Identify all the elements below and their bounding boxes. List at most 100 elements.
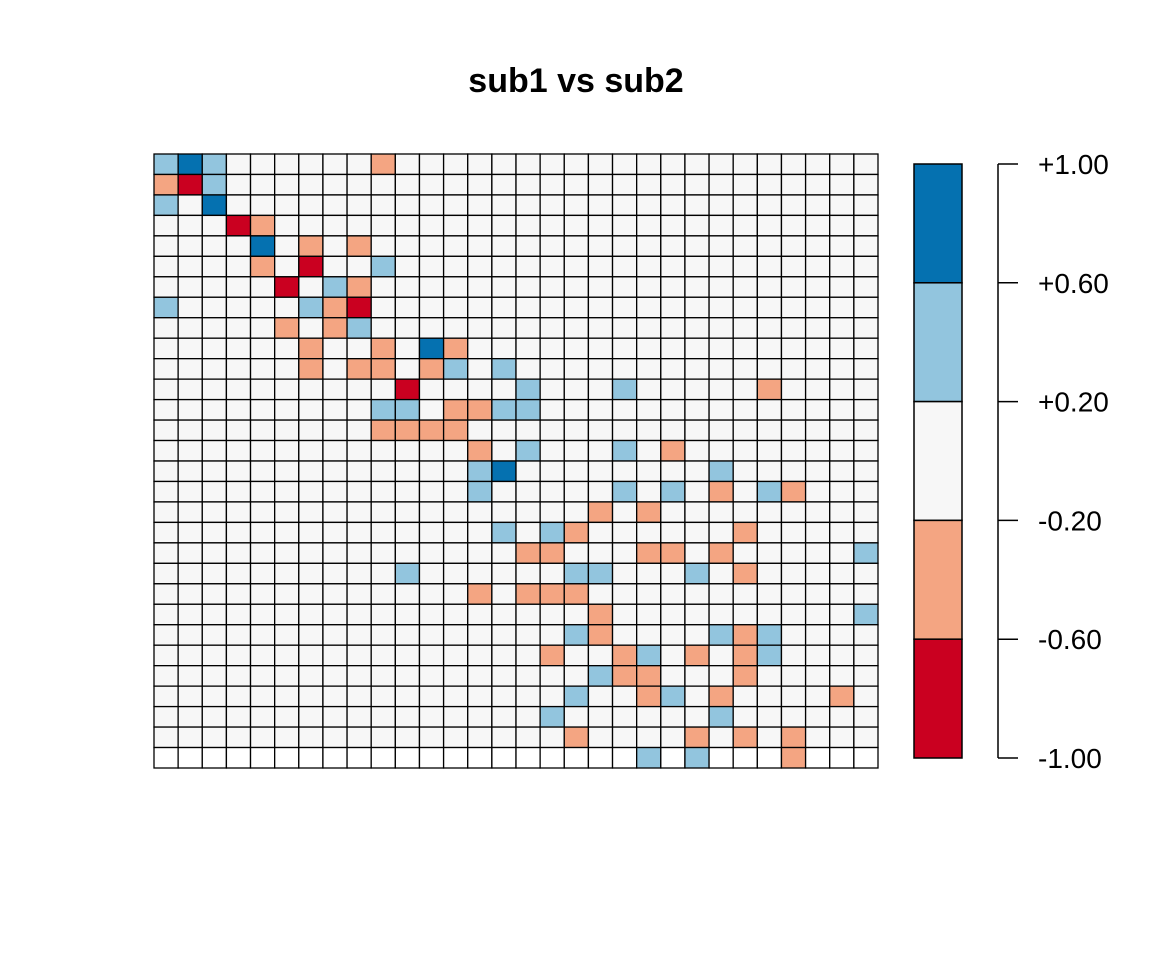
heatmap-cell [177, 378, 203, 401]
heatmap-cell [515, 398, 541, 421]
heatmap-cell [853, 603, 879, 626]
heatmap-cell [346, 603, 372, 626]
heatmap-cell [563, 705, 590, 728]
heatmap-cell [201, 378, 228, 401]
legend-tick-label: +0.20 [1038, 387, 1109, 418]
heatmap-cell [467, 439, 493, 462]
heatmap-cell [249, 685, 276, 708]
legend-swatch [913, 519, 963, 640]
legend-tick-label: -1.00 [1038, 743, 1102, 774]
heatmap-cell [394, 521, 421, 544]
heatmap-cell [201, 521, 228, 544]
heatmap-cell [346, 665, 372, 687]
heatmap-cell [636, 439, 662, 462]
heatmap-cell [153, 583, 179, 605]
heatmap-cell [829, 542, 855, 564]
heatmap-cell [587, 521, 614, 544]
heatmap-cell [756, 255, 783, 278]
heatmap-cell [780, 705, 807, 728]
heatmap-cell [467, 562, 493, 585]
heatmap-cell [177, 337, 203, 360]
heatmap-cell [346, 276, 372, 298]
heatmap-cell [853, 480, 879, 503]
heatmap-cell [636, 296, 662, 319]
heatmap-cell [201, 624, 228, 646]
heatmap-cell [660, 439, 686, 462]
heatmap-cell [732, 317, 758, 339]
heatmap-cell [442, 501, 469, 524]
heatmap-cell [587, 255, 614, 278]
heatmap-cell [298, 583, 324, 605]
heatmap-cell [515, 378, 541, 401]
heatmap-cell [804, 173, 831, 196]
heatmap-cell [708, 665, 734, 687]
heatmap-cell [515, 726, 541, 749]
heatmap-cell [153, 276, 179, 298]
heatmap-cell [756, 521, 783, 544]
heatmap-cell [563, 378, 590, 401]
heatmap-cell [684, 624, 710, 646]
heatmap-cell [780, 562, 807, 585]
heatmap-cell [249, 705, 276, 728]
heatmap-cell [467, 460, 493, 483]
heatmap-cell [708, 644, 734, 667]
chart-title: sub1 vs sub2 [468, 62, 683, 100]
heatmap-cell [732, 746, 758, 769]
heatmap-cell [636, 665, 662, 687]
heatmap-cell [177, 317, 203, 339]
heatmap-cell [539, 746, 565, 769]
heatmap-cell [418, 746, 445, 769]
heatmap-cell [611, 358, 638, 380]
heatmap-cell [611, 644, 638, 667]
heatmap-cell [274, 255, 300, 278]
heatmap-cell [346, 501, 372, 524]
heatmap-cell [829, 665, 855, 687]
heatmap-cell [153, 624, 179, 646]
heatmap-cell [249, 562, 276, 585]
heatmap-cell [611, 521, 638, 544]
heatmap-cell [732, 173, 758, 196]
heatmap-cell [177, 501, 203, 524]
heatmap-cell [587, 276, 614, 298]
heatmap-cell [442, 153, 469, 176]
heatmap-cell [418, 542, 445, 564]
heatmap-cell [708, 153, 734, 176]
heatmap-cell [322, 583, 348, 605]
heatmap-cell [563, 685, 590, 708]
heatmap-cell [611, 173, 638, 196]
heatmap-cell [153, 726, 179, 749]
heatmap-cell [491, 439, 517, 462]
heatmap-cell [587, 194, 614, 217]
heatmap-cell [804, 235, 831, 257]
heatmap-cell [249, 378, 276, 401]
heatmap-cell [587, 480, 614, 503]
heatmap-cell [539, 521, 565, 544]
heatmap-cell [708, 624, 734, 646]
heatmap-cell [442, 419, 469, 442]
heatmap-cell [201, 317, 228, 339]
heatmap-cell [467, 644, 493, 667]
heatmap-cell [467, 358, 493, 380]
heatmap-cell [853, 542, 879, 564]
heatmap-cell [515, 214, 541, 237]
heatmap-cell [636, 153, 662, 176]
heatmap-cell [804, 480, 831, 503]
heatmap-cell [322, 460, 348, 483]
heatmap-cell [394, 583, 421, 605]
heatmap-cell [636, 419, 662, 442]
heatmap-cell [322, 542, 348, 564]
heatmap-cell [153, 460, 179, 483]
heatmap-cell [563, 173, 590, 196]
heatmap-cell [201, 542, 228, 564]
heatmap-cell [829, 214, 855, 237]
heatmap-cell [418, 419, 445, 442]
heatmap-cell [563, 255, 590, 278]
heatmap-cell [442, 337, 469, 360]
heatmap-cell [394, 276, 421, 298]
heatmap-cell [346, 480, 372, 503]
heatmap-cell [660, 521, 686, 544]
heatmap-cell [442, 583, 469, 605]
heatmap-cell [298, 521, 324, 544]
heatmap-cell [322, 337, 348, 360]
heatmap-cell [539, 235, 565, 257]
